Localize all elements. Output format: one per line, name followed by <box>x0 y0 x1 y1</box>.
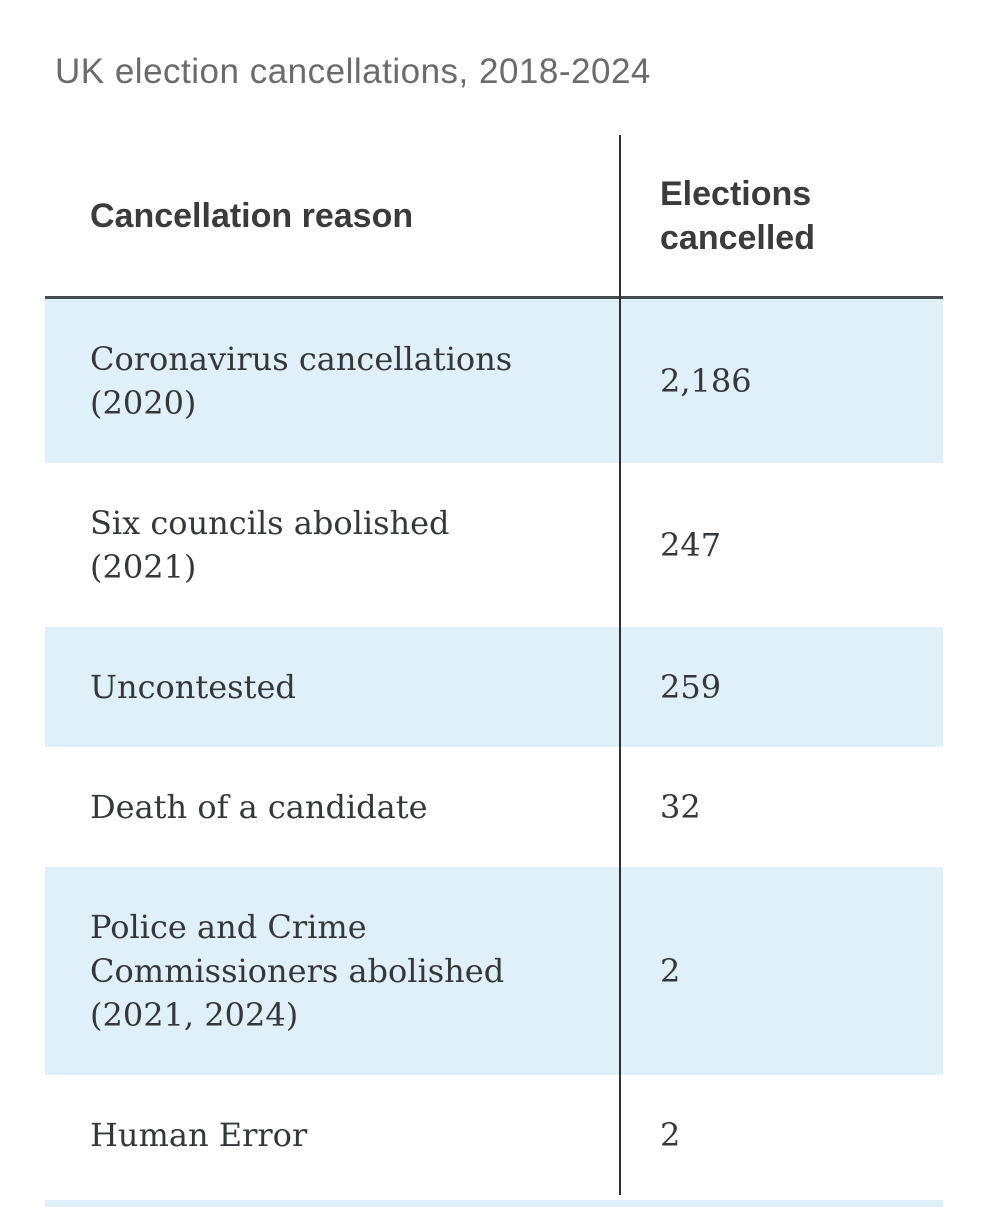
reason-cell: Coronavirus cancellations (2020) <box>90 340 513 422</box>
reason-cell: Human Error <box>90 1116 308 1154</box>
table-row: Police and Crime Commissioners abolished… <box>45 867 943 1075</box>
table-row: Death of a candidate 32 <box>45 747 943 867</box>
value-cell: 32 <box>660 788 701 826</box>
table-header-row: Cancellation reason Elections cancelled <box>45 135 943 299</box>
header-elections-cancelled: Elections cancelled <box>660 174 815 257</box>
page-title: UK election cancellations, 2018-2024 <box>55 52 651 91</box>
table-row: Human Error 2 <box>45 1075 943 1195</box>
table-row: Coronavirus cancellations (2020) 2,186 <box>45 299 943 463</box>
value-cell: 247 <box>660 526 722 564</box>
value-cell: 2 <box>660 952 681 990</box>
value-cell: 2 <box>660 1116 681 1154</box>
next-row-edge <box>45 1200 943 1207</box>
reason-cell: Police and Crime Commissioners abolished… <box>90 908 505 1034</box>
value-cell: 259 <box>660 668 722 706</box>
reason-cell: Uncontested <box>90 668 296 706</box>
table-row: Uncontested 259 <box>45 627 943 747</box>
header-cancellation-reason: Cancellation reason <box>90 196 414 235</box>
table-row: Six councils abolished (2021) 247 <box>45 463 943 627</box>
column-divider-line <box>619 135 621 1195</box>
table-body: Coronavirus cancellations (2020) 2,186 S… <box>45 299 943 1195</box>
reason-cell: Death of a candidate <box>90 788 428 826</box>
reason-cell: Six councils abolished (2021) <box>90 504 450 586</box>
value-cell: 2,186 <box>660 362 752 400</box>
cancellations-table: Cancellation reason Elections cancelled … <box>45 135 943 1207</box>
